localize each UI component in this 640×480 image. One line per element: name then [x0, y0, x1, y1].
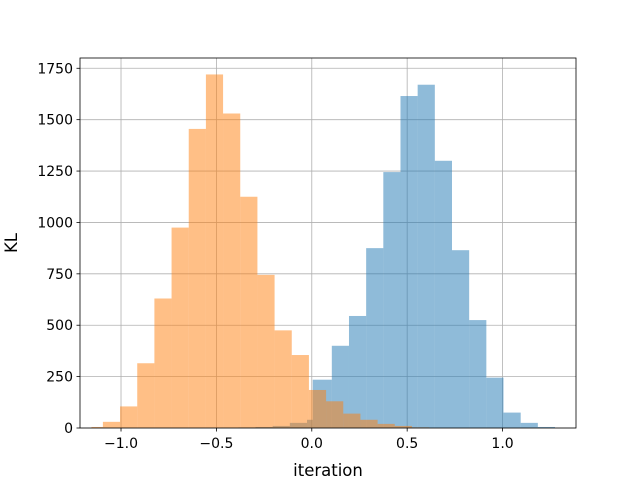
histogram-bar [394, 425, 412, 428]
histogram-bar [366, 248, 384, 428]
histogram-bar [120, 406, 138, 428]
histogram-bar [383, 172, 401, 428]
x-tick-label: 0.0 [301, 436, 323, 452]
histogram-bar [326, 401, 344, 428]
histogram-bar [188, 128, 206, 428]
histogram-bar [171, 227, 189, 428]
histogram-bar [417, 84, 435, 428]
histogram-bar [102, 421, 121, 428]
histogram-bar [137, 363, 155, 428]
y-tick-label: 1500 [37, 113, 73, 129]
histogram-bar [400, 96, 418, 429]
histogram-bar [308, 389, 327, 428]
x-tick-label: 0.5 [396, 436, 418, 452]
y-tick-label: 0 [64, 421, 73, 437]
x-tick-label: −0.5 [199, 436, 233, 452]
histogram-bar [257, 274, 275, 428]
y-tick-label: 750 [46, 267, 73, 283]
histogram-bar [434, 160, 452, 428]
series-0-bars [221, 84, 556, 429]
y-tick-label: 1000 [37, 215, 73, 231]
y-axis-label: KL [2, 232, 21, 253]
plot-frame [79, 57, 577, 429]
histogram-bar [91, 426, 103, 428]
histogram-bar [469, 320, 487, 428]
histogram-bar [486, 377, 504, 428]
series-1-bars [91, 74, 430, 428]
histogram-bar [348, 315, 367, 428]
histogram-bar [205, 74, 224, 428]
histogram-bars [91, 74, 556, 429]
histogram-bar [452, 250, 470, 428]
histogram-bar [537, 426, 556, 428]
histogram-bar [223, 113, 241, 428]
y-tick-label: 1250 [37, 164, 73, 180]
x-axis-label: iteration [293, 461, 363, 480]
y-tick-label: 250 [46, 370, 73, 386]
histogram-bar [343, 413, 361, 428]
x-tick-label: 1.0 [491, 436, 513, 452]
histogram-bar [377, 423, 395, 428]
x-tick-label: −1.0 [104, 436, 138, 452]
histogram-bar [503, 412, 521, 428]
histogram-bar [291, 355, 309, 428]
histogram-bar [154, 298, 172, 428]
histogram-bar [520, 422, 538, 428]
histogram-bar [274, 330, 292, 428]
y-axis-ticks: 0 250 500 750 1000 1250 1500 1750 [37, 61, 80, 437]
y-tick-label: 1750 [37, 61, 73, 77]
histogram-bar [360, 419, 378, 428]
x-axis-ticks: −1.0 −0.5 0.0 0.5 1.0 [104, 428, 514, 452]
histogram-bar [240, 196, 258, 428]
y-tick-label: 500 [46, 318, 73, 334]
